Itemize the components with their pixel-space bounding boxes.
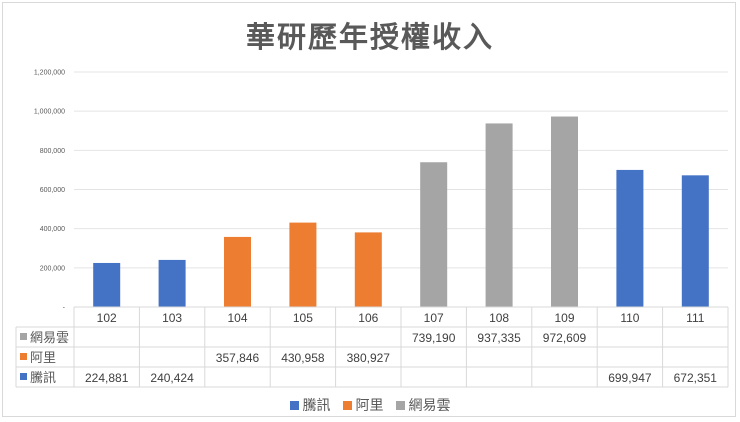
legend-item: 網易雲 xyxy=(395,395,451,415)
bar-騰訊-110 xyxy=(616,169,644,307)
data-label: 937,335 xyxy=(477,331,521,345)
x-tick-label: 109 xyxy=(554,311,574,325)
table-legend-key xyxy=(20,333,27,340)
table-legend-key xyxy=(20,353,27,360)
bar-阿里-106 xyxy=(354,232,382,307)
x-tick-label: 104 xyxy=(227,311,247,325)
y-tick-label: 400,000 xyxy=(40,226,65,233)
data-label: 240,424 xyxy=(150,371,194,385)
data-label: 224,881 xyxy=(85,371,129,385)
y-tick-label: 200,000 xyxy=(40,265,65,272)
x-tick-label: 105 xyxy=(293,311,313,325)
y-tick-label: 600,000 xyxy=(40,187,65,194)
x-tick-label: 107 xyxy=(424,311,444,325)
table-row-label: 騰訊 xyxy=(30,370,56,386)
data-label: 972,609 xyxy=(543,331,587,345)
bar-騰訊-103 xyxy=(158,259,186,307)
bar-騰訊-111 xyxy=(681,175,709,307)
legend-label: 騰訊 xyxy=(302,398,331,414)
legend-item: 騰訊 xyxy=(289,395,331,415)
data-label: 380,927 xyxy=(347,351,391,365)
legend-item: 阿里 xyxy=(342,395,384,415)
bar-騰訊-102 xyxy=(93,262,121,307)
bar-網易雲-109 xyxy=(551,116,578,308)
y-tick-label: 1,200,000 xyxy=(34,70,65,77)
bar-阿里-104 xyxy=(224,236,251,307)
y-tick-label: 1,000,000 xyxy=(34,109,65,116)
legend-label: 網易雲 xyxy=(408,398,451,414)
data-label: 357,846 xyxy=(216,351,260,365)
data-label: 430,958 xyxy=(281,351,325,365)
legend-swatch xyxy=(342,400,352,410)
legend-swatch xyxy=(395,400,405,410)
y-tick-label: 800,000 xyxy=(40,148,65,155)
legend-swatch xyxy=(289,400,299,410)
chart-frame xyxy=(2,2,736,417)
data-label: 699,947 xyxy=(608,371,652,385)
table-legend-key xyxy=(20,373,27,380)
bar-網易雲-108 xyxy=(485,123,513,307)
x-tick-label: 106 xyxy=(358,311,378,325)
table-row-label: 阿里 xyxy=(30,351,56,366)
bar-阿里-105 xyxy=(289,222,317,307)
x-tick-label: 102 xyxy=(97,311,117,325)
data-label: 672,351 xyxy=(674,371,718,385)
x-tick-label: 111 xyxy=(686,311,705,325)
bar-網易雲-107 xyxy=(420,162,448,307)
table-row-label: 網易雲 xyxy=(30,331,69,346)
legend-label: 阿里 xyxy=(355,398,384,414)
y-tick-label: - xyxy=(63,305,66,312)
data-label: 739,190 xyxy=(412,331,456,345)
x-tick-label: 103 xyxy=(162,311,182,325)
x-tick-label: 110 xyxy=(620,311,639,325)
legend: 騰訊 阿里 網易雲 xyxy=(0,395,740,415)
x-tick-label: 108 xyxy=(489,311,509,325)
chart-title: 華研歷年授權收入 xyxy=(245,20,494,54)
